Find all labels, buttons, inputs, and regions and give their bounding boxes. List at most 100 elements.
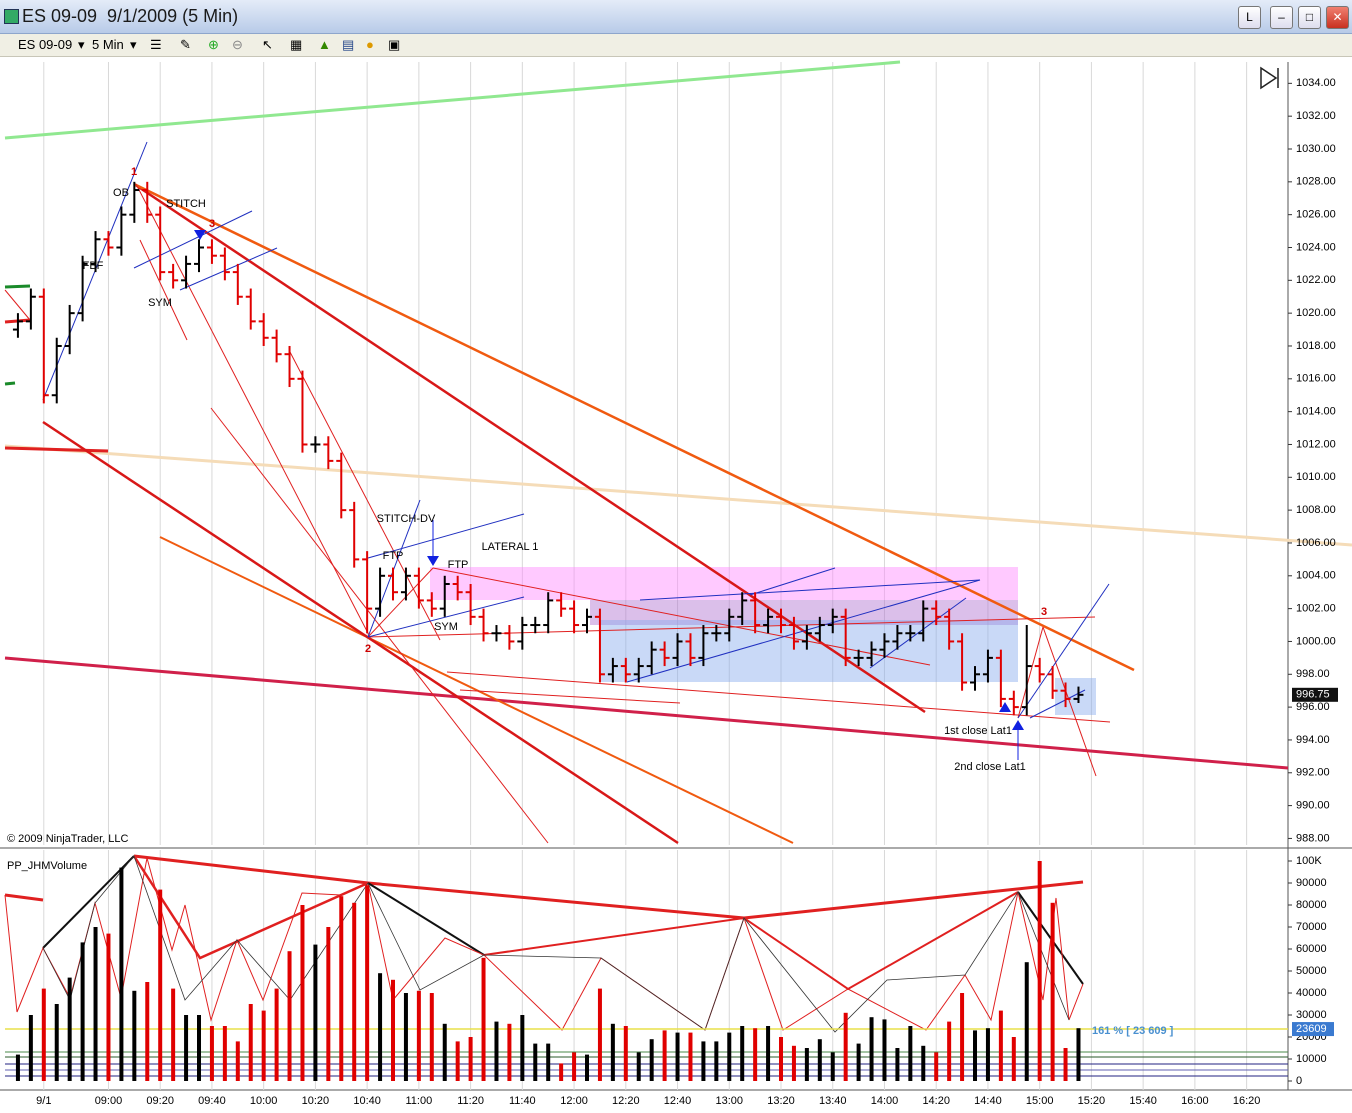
volume-bar xyxy=(985,1028,990,1081)
volume-bar xyxy=(365,885,370,1081)
volume-bar xyxy=(106,933,111,1081)
volume-bar xyxy=(261,1010,266,1081)
copyright: © 2009 NinjaTrader, LLC xyxy=(7,833,128,845)
volume-bar xyxy=(973,1030,978,1081)
indicator-button[interactable]: ▤ xyxy=(342,37,355,52)
trend-line xyxy=(1017,583,1110,719)
interval-selector[interactable]: 5 Min xyxy=(92,37,124,52)
y-tick-label: 0 xyxy=(1296,1075,1302,1087)
y-tick-label: 1030.00 xyxy=(1296,143,1336,155)
y-tick-label: 1004.00 xyxy=(1296,570,1336,582)
dropdown-arrow[interactable]: ▾ xyxy=(78,37,85,52)
link-button[interactable]: L xyxy=(1238,6,1261,29)
annotation: OB xyxy=(113,187,129,199)
y-tick-label: 100K xyxy=(1296,855,1322,867)
y-tick-label: 1020.00 xyxy=(1296,307,1336,319)
y-tick-label: 1024.00 xyxy=(1296,241,1336,253)
x-tick-label: 15:20 xyxy=(1078,1095,1106,1107)
wave-label: 1 xyxy=(131,166,137,178)
volume-bar xyxy=(145,982,150,1081)
annotation: STITCH-DV xyxy=(377,513,436,525)
pointer-button[interactable]: ↖ xyxy=(262,37,273,52)
toolbar: ES 09-09 ▾ 5 Min ▾ ☰ ✎ ⊕ ⊖ ↖ ▦ ▲ ▤ ● ▣ xyxy=(0,34,1352,57)
trend-line xyxy=(446,671,1111,723)
reference-label: 161 % [ 23 609 ] xyxy=(1092,1025,1174,1037)
reference-value: 23609 xyxy=(1296,1023,1327,1035)
x-tick-label: 15:40 xyxy=(1129,1095,1157,1107)
x-tick-label: 11:40 xyxy=(509,1095,536,1107)
volume-bar xyxy=(895,1048,900,1081)
volume-bar xyxy=(300,905,305,1081)
minimize-button[interactable]: – xyxy=(1270,6,1293,29)
volume-bar xyxy=(15,1054,20,1081)
y-tick-label: 1018.00 xyxy=(1296,340,1336,352)
volume-trend xyxy=(133,854,1084,920)
y-tick-label: 994.00 xyxy=(1296,734,1330,746)
volume-bar xyxy=(908,1026,913,1081)
x-tick-label: 14:20 xyxy=(922,1095,950,1107)
zoom-in-button[interactable]: ⊕ xyxy=(208,37,219,52)
y-tick-label: 70000 xyxy=(1296,921,1327,933)
bar-type-button[interactable]: ☰ xyxy=(150,37,162,52)
volume-bar xyxy=(960,993,965,1081)
trend-line xyxy=(4,381,16,386)
volume-bar xyxy=(378,973,383,1081)
x-tick-label: 11:20 xyxy=(457,1095,484,1107)
volume-bar xyxy=(740,1026,745,1081)
y-tick-label: 90000 xyxy=(1296,877,1327,889)
maximize-button[interactable]: □ xyxy=(1298,6,1321,29)
trend-line xyxy=(639,579,981,601)
close-button[interactable]: ✕ xyxy=(1326,6,1349,29)
y-tick-label: 1010.00 xyxy=(1296,471,1336,483)
volume-bar xyxy=(80,942,85,1081)
volume-bar xyxy=(313,944,318,1081)
money-button[interactable]: ● xyxy=(366,37,374,52)
window-title: ES 09-09 9/1/2009 (5 Min) xyxy=(22,6,239,26)
x-tick-label: 09:20 xyxy=(146,1095,174,1107)
signal-arrow xyxy=(1012,720,1024,730)
volume-bar xyxy=(714,1041,719,1081)
volume-trend xyxy=(42,855,1070,1033)
volume-bar xyxy=(869,1017,874,1081)
volume-trend xyxy=(42,855,135,949)
trend-line xyxy=(42,420,679,845)
volume-bar xyxy=(649,1039,654,1081)
signal-arrow xyxy=(194,230,206,240)
volume-bar xyxy=(675,1032,680,1081)
trend-line xyxy=(749,567,836,596)
volume-bar xyxy=(54,1004,59,1081)
instrument-selector[interactable]: ES 09-09 xyxy=(18,37,73,52)
volume-bar xyxy=(882,1019,887,1081)
volume-bar xyxy=(197,1015,202,1081)
trend-line xyxy=(4,289,31,321)
draw-tool-button[interactable]: ✎ xyxy=(180,37,191,52)
trend-line xyxy=(1017,626,1044,719)
x-tick-label: 12:20 xyxy=(612,1095,640,1107)
y-tick-label: 1008.00 xyxy=(1296,504,1336,516)
volume-bar xyxy=(28,1015,33,1081)
scroll-end-icon[interactable] xyxy=(1260,66,1279,90)
volume-bar xyxy=(352,902,357,1081)
dropdown-arrow[interactable]: ▾ xyxy=(130,37,137,52)
data-box-button[interactable]: ▣ xyxy=(388,37,401,52)
volume-bar xyxy=(429,993,434,1081)
strategy-button[interactable]: ▲ xyxy=(318,37,331,52)
y-tick-label: 1014.00 xyxy=(1296,406,1336,418)
reference-box xyxy=(1292,1022,1334,1037)
properties-button[interactable]: ▦ xyxy=(290,37,303,52)
volume-bar xyxy=(843,1012,848,1081)
y-tick-label: 1032.00 xyxy=(1296,110,1336,122)
annotation: SYM xyxy=(148,297,172,309)
volume-bar xyxy=(753,1028,758,1081)
volume-bar xyxy=(1076,1028,1081,1081)
trend-line xyxy=(4,444,1352,547)
trend-line xyxy=(4,446,109,453)
volume-bar xyxy=(727,1032,732,1081)
signal-arrow xyxy=(427,556,439,566)
zoom-out-button[interactable]: ⊖ xyxy=(232,37,243,52)
x-tick-label: 10:20 xyxy=(302,1095,330,1107)
volume-bar xyxy=(1011,1037,1016,1081)
last-price-label: 996.75 xyxy=(1296,689,1330,701)
trend-line xyxy=(367,616,1096,638)
volume-bar xyxy=(119,867,124,1081)
